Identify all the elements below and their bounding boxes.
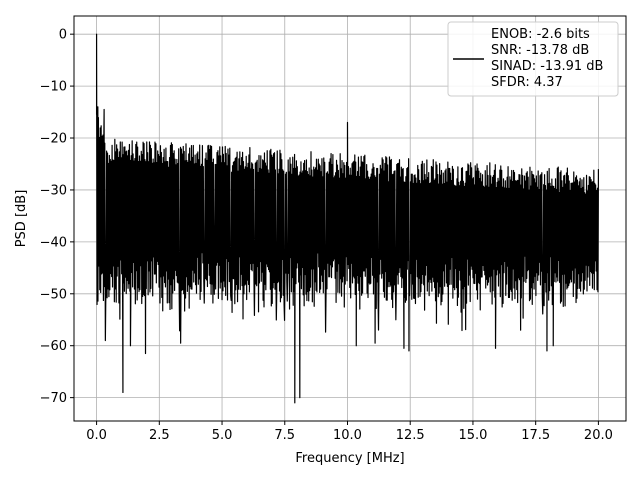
y-tick-label: −60 — [40, 339, 67, 354]
legend-snr: SNR: -13.78 dB — [491, 43, 589, 58]
legend-sfdr: SFDR: 4.37 — [491, 75, 563, 90]
x-tick-label: 5.0 — [212, 428, 233, 443]
axes-frame — [73, 15, 627, 422]
legend-sinad: SINAD: -13.91 dB — [491, 59, 603, 74]
psd-series-line — [95, 33, 599, 404]
y-tick-label: −30 — [40, 183, 67, 198]
y-tick-label: −20 — [40, 132, 67, 147]
legend: ENOB: -2.6 bits SNR: -13.78 dB SINAD: -1… — [447, 21, 619, 97]
y-tick-label: 0 — [59, 28, 67, 43]
x-axis-ticks: 0.0 2.5 5.0 7.5 10.0 12.5 15.0 17.5 20.0 — [86, 421, 613, 443]
x-tick-label: 12.5 — [396, 428, 425, 443]
x-axis-label: Frequency [MHz] — [295, 451, 404, 466]
legend-enob: ENOB: -2.6 bits — [491, 27, 590, 42]
plot-area — [95, 33, 599, 404]
x-tick-label: 17.5 — [521, 428, 550, 443]
y-tick-label: −50 — [40, 287, 67, 302]
legend-box — [447, 21, 619, 97]
y-tick-label: −40 — [40, 235, 67, 250]
x-tick-label: 15.0 — [458, 428, 487, 443]
y-axis-ticks: 0 −10 −20 −30 −40 −50 −60 −70 — [40, 28, 74, 406]
x-tick-label: 0.0 — [86, 428, 107, 443]
x-tick-label: 7.5 — [274, 428, 295, 443]
y-tick-label: −70 — [40, 391, 67, 406]
x-tick-label: 2.5 — [149, 428, 170, 443]
y-tick-label: −10 — [40, 80, 67, 95]
y-axis-label: PSD [dB] — [14, 190, 29, 248]
x-tick-label: 10.0 — [333, 428, 362, 443]
x-tick-label: 20.0 — [584, 428, 613, 443]
